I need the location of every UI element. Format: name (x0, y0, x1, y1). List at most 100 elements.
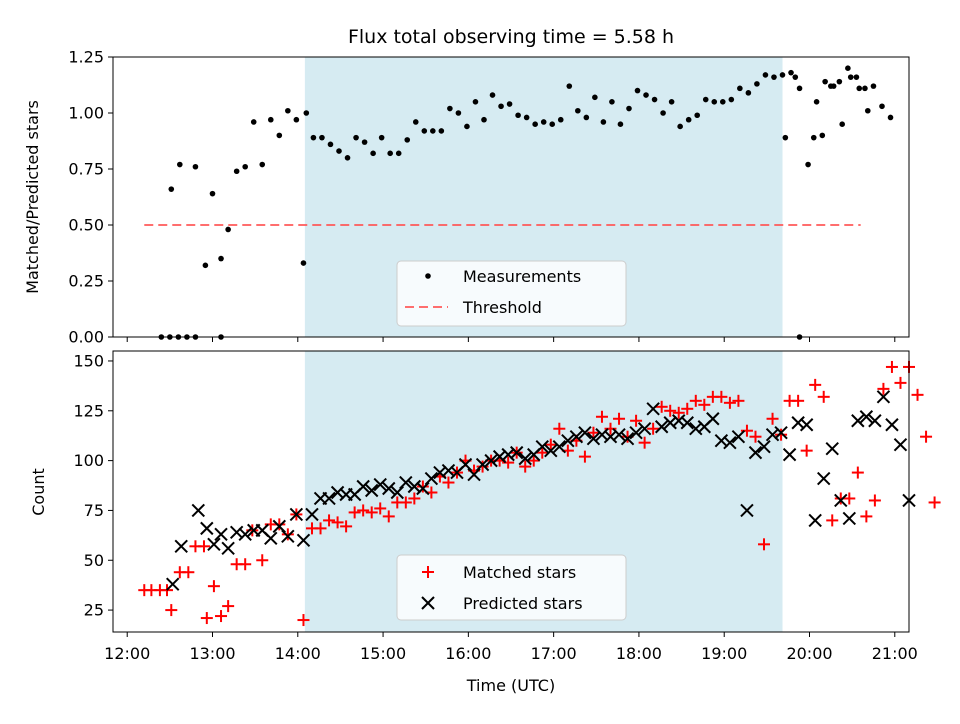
matched-star-point-35 (416, 480, 429, 493)
measurement-point-88 (856, 85, 863, 92)
predicted-star-point-75 (808, 513, 822, 528)
predicted-star-point-45 (552, 439, 567, 454)
measurement-point-12 (225, 226, 231, 233)
matched-star-point-16 (256, 554, 269, 567)
measurement-point-66 (677, 123, 683, 130)
measurement-point-7 (177, 161, 183, 168)
matched-star-point-19 (281, 528, 294, 541)
measurement-point-9 (202, 262, 209, 269)
measurement-point-95 (836, 78, 843, 85)
measurement-point-36 (421, 128, 428, 134)
matched-star-point-68 (698, 398, 711, 411)
top-y-axis-label: Matched/Predicted stars (23, 100, 42, 294)
measurement-point-94 (828, 83, 834, 89)
matched-star-point-71 (723, 396, 736, 409)
measurement-point-52 (557, 116, 564, 123)
matched-star-point-90 (885, 360, 898, 373)
predicted-star-point-44 (544, 443, 558, 458)
predicted-star-point-78 (834, 493, 848, 508)
measurement-point-63 (651, 96, 658, 103)
top-y-tick-label-0: 0.00 (68, 328, 104, 347)
matched-star-point-79 (792, 394, 805, 407)
predicted-star-point-79 (842, 511, 857, 526)
predicted-star-point-69 (757, 439, 771, 454)
measurement-point-61 (634, 87, 641, 94)
measurement-point-11 (218, 255, 224, 262)
predicted-star-point-84 (885, 418, 899, 432)
matched-star-point-55 (587, 426, 600, 439)
measurement-point-38 (438, 128, 445, 134)
matched-star-point-48 (527, 454, 540, 467)
measurement-point-62 (643, 92, 649, 98)
measurement-point-65 (668, 99, 675, 105)
predicted-star-point-49 (586, 431, 601, 446)
predicted-star-point-8 (238, 527, 252, 542)
matched-star-point-66 (681, 402, 694, 415)
measurement-point-82 (792, 74, 799, 80)
measurement-point-92 (810, 134, 817, 141)
matched-star-point-61 (638, 436, 651, 449)
matched-star-point-49 (536, 446, 549, 459)
predicted-star-point-85 (893, 437, 908, 452)
matched-star-point-47 (519, 460, 532, 473)
measurement-point-51 (549, 121, 556, 127)
predicted-star-point-31 (433, 465, 447, 480)
x-tick-label-7: 19:00 (701, 644, 747, 663)
predicted-star-point-43 (535, 439, 549, 454)
matched-star-point-67 (689, 394, 702, 407)
measurement-point-34 (404, 137, 411, 143)
predicted-star-point-64 (714, 433, 729, 448)
measurement-point-40 (455, 110, 462, 116)
measurement-point-10 (209, 190, 216, 197)
x-tick-label-1: 13:00 (189, 644, 235, 663)
predicted-star-point-6 (221, 541, 235, 556)
top-x-axis-ticks (126, 337, 896, 342)
measurement-point-20 (293, 116, 300, 123)
legend-measurements-label: Measurements (463, 267, 581, 286)
predicted-star-point-46 (561, 433, 575, 448)
predicted-star-point-52 (612, 427, 626, 442)
bottom-y-axis-ticks: 25 50 75 100 125 150 (73, 351, 113, 620)
matched-star-point-18 (273, 518, 286, 531)
predicted-star-point-68 (748, 445, 763, 460)
predicted-star-point-47 (569, 429, 584, 444)
predicted-star-point-58 (663, 416, 677, 430)
matched-star-point-30 (374, 502, 387, 515)
matched-star-point-28 (357, 504, 370, 517)
matched-star-point-9 (200, 612, 213, 625)
measurement-point-72 (728, 96, 735, 103)
matched-star-point-70 (715, 390, 728, 403)
x-tick-label-0: 12:00 (104, 644, 150, 663)
matched-star-point-27 (348, 506, 361, 519)
measurement-point-29 (361, 139, 368, 145)
predicted-star-point-83 (876, 390, 891, 404)
measurement-point-15 (250, 119, 257, 125)
measurement-point-26 (336, 148, 342, 154)
predicted-star-point-24 (373, 477, 387, 492)
predicted-star-point-27 (399, 475, 413, 490)
top-y-tick-label-3: 0.75 (68, 160, 104, 179)
measurement-points (158, 65, 894, 340)
top-plot-frame (112, 56, 910, 338)
measurement-point-81 (805, 161, 811, 168)
measurement-point-39 (447, 105, 453, 112)
measurement-point-45 (498, 103, 504, 110)
matched-star-point-42 (476, 460, 489, 473)
bottom-y-tick-label-1: 50 (84, 551, 104, 570)
predicted-star-point-4 (207, 537, 221, 552)
matched-star-point-81 (809, 378, 822, 391)
matched-star-point-12 (222, 600, 235, 613)
matched-star-point-4 (165, 604, 178, 617)
legend-predicted-label: Predicted stars (463, 594, 583, 613)
measurement-point-78 (779, 72, 786, 78)
top-y-tick-label-5: 1.25 (68, 48, 104, 67)
predicted-star-point-66 (731, 429, 746, 444)
top-legend: Measurements Threshold (396, 260, 627, 327)
predicted-star-point-38 (492, 449, 507, 464)
predicted-star-point-39 (501, 447, 515, 462)
measurement-point-42 (472, 99, 479, 105)
measurement-point-76 (762, 72, 769, 78)
predicted-star-point-51 (603, 429, 618, 444)
measurement-point-46 (506, 101, 513, 107)
predicted-star-point-0 (165, 577, 180, 591)
